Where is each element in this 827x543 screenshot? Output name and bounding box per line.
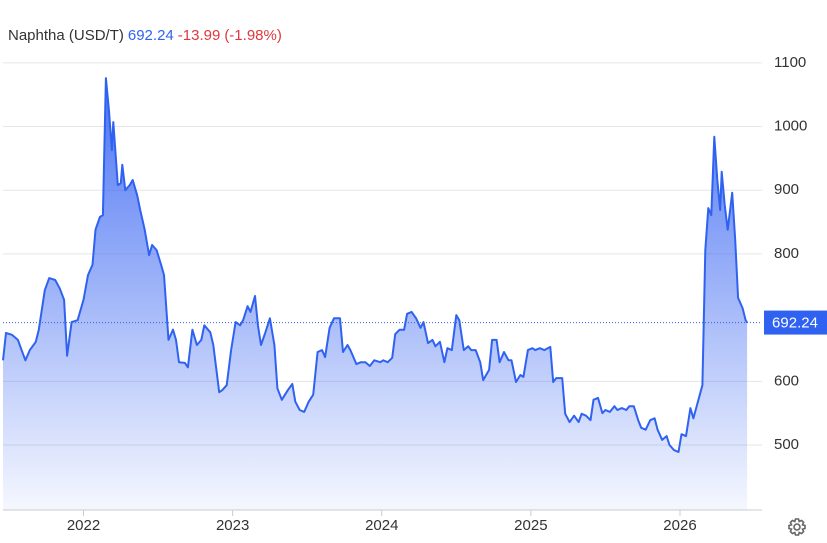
change-percent: (-1.98%) xyxy=(224,27,282,44)
area xyxy=(3,78,748,510)
x-tick-label: 2023 xyxy=(216,517,249,534)
y-tick-label: 1100 xyxy=(774,54,806,71)
x-tick-label: 2026 xyxy=(663,517,696,534)
y-tick-label: 500 xyxy=(774,436,799,453)
x-tick-label: 2024 xyxy=(365,517,398,534)
last-value-label: 692.24 xyxy=(772,315,818,332)
y-tick-label: 1000 xyxy=(774,118,807,135)
x-tick-label: 2025 xyxy=(514,517,547,534)
y-tick-label: 600 xyxy=(774,372,799,389)
title: Naphtha (USD/T) xyxy=(8,27,124,44)
y-tick-label: 800 xyxy=(774,245,799,262)
last-value: 692.24 xyxy=(127,27,174,44)
last-value-box xyxy=(764,310,827,335)
settings-icon[interactable] xyxy=(788,518,806,536)
header: Naphtha (USD/T) 692.24 -13.99 (-1.98%) xyxy=(8,27,286,44)
line xyxy=(2,77,748,453)
change: -13.99 xyxy=(177,27,221,44)
y-tick-label: 900 xyxy=(774,181,799,198)
x-tick-label: 2022 xyxy=(67,517,100,534)
